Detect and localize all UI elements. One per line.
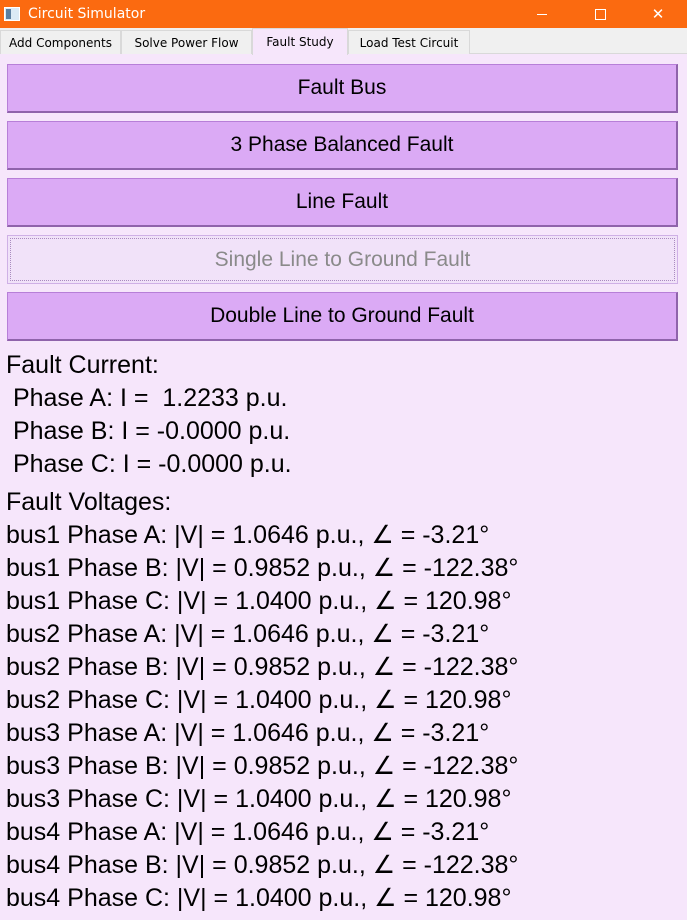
- tab-bar: Add Components Solve Power Flow Fault St…: [0, 28, 687, 55]
- fault-bus-button[interactable]: Fault Bus: [7, 64, 678, 113]
- tab-solve-power-flow[interactable]: Solve Power Flow: [121, 30, 252, 54]
- maximize-button[interactable]: [571, 0, 629, 28]
- fault-voltage-line: bus4 Phase B: |V| = 0.9852 p.u., ∠ = -12…: [6, 851, 519, 879]
- fault-voltage-line: bus2 Phase C: |V| = 1.0400 p.u., ∠ = 120…: [6, 686, 512, 714]
- fault-voltage-line: bus3 Phase B: |V| = 0.9852 p.u., ∠ = -12…: [6, 752, 519, 780]
- fault-voltage-line: bus3 Phase C: |V| = 1.0400 p.u., ∠ = 120…: [6, 785, 512, 813]
- fault-voltage-line: bus1 Phase C: |V| = 1.0400 p.u., ∠ = 120…: [6, 587, 512, 615]
- double-line-to-ground-fault-button[interactable]: Double Line to Ground Fault: [7, 292, 678, 341]
- line-fault-button[interactable]: Line Fault: [7, 178, 678, 227]
- app-icon: [4, 7, 20, 21]
- fault-current-line: Phase B: I = -0.0000 p.u.: [6, 417, 291, 445]
- tab-load-test-circuit[interactable]: Load Test Circuit: [348, 30, 470, 54]
- single-line-to-ground-fault-button[interactable]: Single Line to Ground Fault: [7, 235, 678, 284]
- title-bar: Circuit Simulator ✕: [0, 0, 687, 28]
- fault-voltage-line: bus4 Phase C: |V| = 1.0400 p.u., ∠ = 120…: [6, 884, 512, 912]
- maximize-icon: [594, 8, 606, 20]
- fault-voltage-line: bus1 Phase A: |V| = 1.0646 p.u., ∠ = -3.…: [6, 521, 490, 549]
- fault-current-line: Phase C: I = -0.0000 p.u.: [6, 450, 292, 478]
- tab-add-components[interactable]: Add Components: [0, 30, 121, 54]
- fault-voltage-line: bus4 Phase A: |V| = 1.0646 p.u., ∠ = -3.…: [6, 818, 490, 846]
- minimize-button[interactable]: [513, 0, 571, 28]
- fault-current-line: Phase A: I = 1.2233 p.u.: [6, 384, 288, 412]
- fault-voltages-heading: Fault Voltages:: [6, 488, 172, 516]
- fault-current-heading: Fault Current:: [6, 351, 159, 379]
- close-icon: ✕: [651, 5, 665, 23]
- fault-voltage-line: bus2 Phase A: |V| = 1.0646 p.u., ∠ = -3.…: [6, 620, 490, 648]
- window-controls: ✕: [513, 0, 687, 28]
- window-title: Circuit Simulator: [28, 6, 146, 22]
- minimize-icon: [537, 13, 547, 15]
- fault-voltage-line: bus3 Phase A: |V| = 1.0646 p.u., ∠ = -3.…: [6, 719, 490, 747]
- fault-voltage-line: bus2 Phase B: |V| = 0.9852 p.u., ∠ = -12…: [6, 653, 519, 681]
- three-phase-balanced-fault-button[interactable]: 3 Phase Balanced Fault: [7, 121, 678, 170]
- tab-fault-study[interactable]: Fault Study: [252, 28, 348, 55]
- fault-voltage-line: bus1 Phase B: |V| = 0.9852 p.u., ∠ = -12…: [6, 554, 519, 582]
- close-button[interactable]: ✕: [629, 0, 687, 28]
